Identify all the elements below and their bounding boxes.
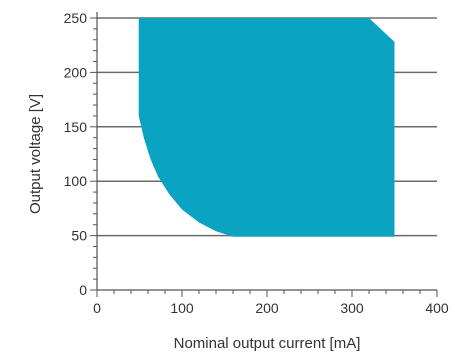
x-ticks: 0 100 200 300 400 bbox=[93, 290, 449, 316]
x-tick-label-400: 400 bbox=[425, 300, 449, 316]
y-tick-label-50: 50 bbox=[71, 228, 87, 244]
y-ticks: 0 50 100 150 200 250 bbox=[64, 10, 97, 298]
y-tick-label-250: 250 bbox=[64, 10, 88, 26]
y-tick-label-200: 200 bbox=[64, 64, 88, 80]
operating-area bbox=[138, 18, 395, 237]
y-tick-label-0: 0 bbox=[79, 282, 87, 298]
x-axis-label: Nominal output current [mA] bbox=[174, 335, 361, 352]
x-tick-label-300: 300 bbox=[340, 300, 364, 316]
y-tick-label-150: 150 bbox=[64, 119, 88, 135]
x-tick-label-0: 0 bbox=[93, 300, 101, 316]
y-tick-label-100: 100 bbox=[64, 173, 88, 189]
x-tick-label-100: 100 bbox=[170, 300, 194, 316]
y-axis-label: Output voltage [V] bbox=[27, 94, 44, 214]
operating-region bbox=[138, 18, 395, 237]
x-tick-label-200: 200 bbox=[255, 300, 279, 316]
